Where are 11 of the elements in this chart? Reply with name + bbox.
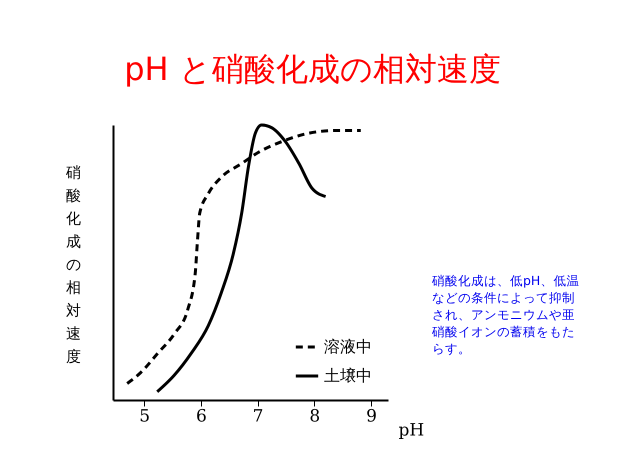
legend-label: 土壌中 <box>324 366 372 385</box>
x-axis-title: pH <box>398 420 424 440</box>
text: 硝酸化成は、低pH、低温などの条件によって抑制され、アンモニウムや亜硝酸イオンの蓄積をもたらす。 <box>432 272 580 357</box>
x-tick-label: 8 <box>309 406 320 426</box>
x-tick-label: 7 <box>252 406 264 426</box>
x-tick-label: 9 <box>366 406 377 426</box>
legend-label: 溶液中 <box>324 337 372 356</box>
chart-title: pH と硝酸化成の相対速度 <box>123 49 502 90</box>
x-tick-label: 5 <box>139 406 150 426</box>
text: 硝酸化成の相対速度 <box>66 164 81 366</box>
x-tick-label: 6 <box>196 406 207 426</box>
